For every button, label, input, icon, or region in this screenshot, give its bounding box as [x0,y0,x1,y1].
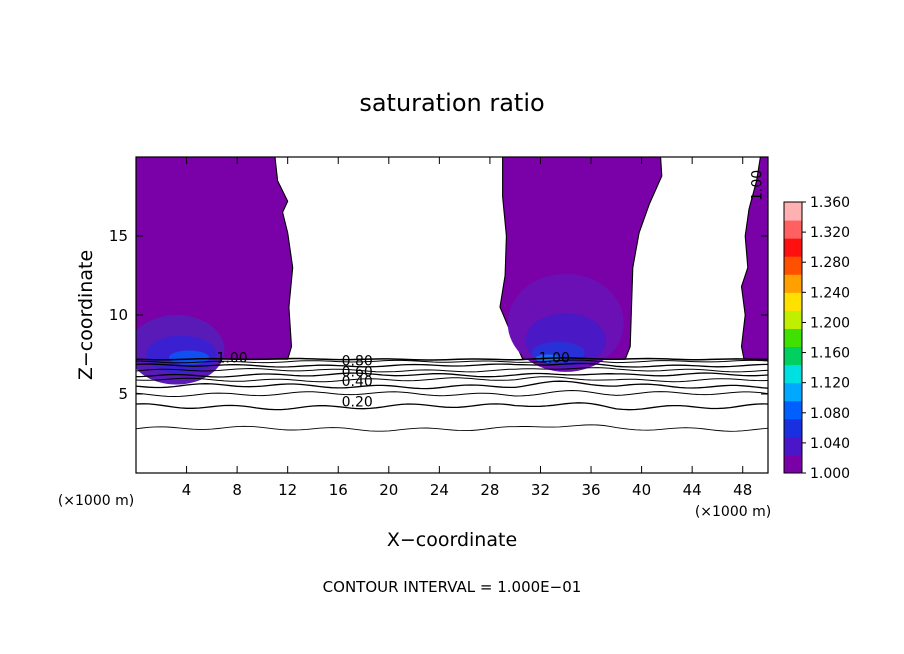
colorbar-segment-6 [784,346,802,366]
colorbar-segment-5 [784,364,802,384]
contour-line-1 [136,402,768,411]
x-unit-right: (×1000 m) [695,504,771,520]
contour-label-6: 0.20 [342,395,373,411]
region-center [499,157,663,372]
contour-label-4: 0.60 [342,365,373,381]
y-tick-label-15: 15 [109,227,128,245]
contour-line-4 [136,376,768,383]
chart-title: saturation ratio [359,89,544,117]
colorbar-tick-label-3: 1.240 [810,285,850,301]
colorbar-tick-label-9: 1.000 [810,466,850,482]
colorbar-segment-7 [784,328,802,348]
colorbar-tick-label-7: 1.080 [810,406,850,422]
colorbar-frame [783,201,803,474]
x-tick-label-8: 8 [232,481,242,499]
x-tick-label-4: 4 [182,481,192,499]
y-axis-label: Z−coordinate [75,250,97,380]
contour-label-1: 1.00 [539,350,570,366]
contour-line-3 [136,380,768,390]
colorbar: 1.360 1.320 1.280 1.240 1.200 1.160 1.120 1.080… [783,195,850,482]
colorbar-segment-8 [784,310,802,329]
y-tick-label-5: 5 [118,385,128,403]
x-tick-label-44: 44 [683,481,702,499]
colorbar-segment-14 [784,202,802,221]
x-tick-label-12: 12 [278,481,297,499]
x-tick-label-16: 16 [329,481,348,499]
region-left [136,157,294,385]
contour-label-0: 1.00 [216,350,247,366]
contour-line-6 [136,367,768,373]
x-unit-left: (×1000 m) [58,493,134,509]
x-tick-label-28: 28 [480,481,499,499]
contour-line-2 [136,389,768,398]
x-axis-label: X−coordinate [387,529,517,551]
contour-label-5: 0.40 [342,374,373,390]
contour-line-5 [136,372,768,378]
colorbar-segment-3 [784,400,802,420]
colorbar-segment-10 [784,274,802,293]
x-tick-label-32: 32 [531,481,550,499]
contour-line-0 [136,424,768,432]
contour-line-7 [136,362,768,368]
colorbar-segment-11 [784,256,802,275]
colorbar-segment-13 [784,220,802,239]
colorbar-segment-4 [784,382,802,402]
colorbar-tick-label-1: 1.320 [810,225,850,241]
colorbar-tick-label-4: 1.200 [810,315,850,331]
contour-label-3: 0.80 [342,354,373,370]
contour-line-9 [136,357,768,361]
colorbar-tick-label-5: 1.160 [810,346,850,362]
region-left-core-2 [168,350,210,365]
colorbar-tick-label-6: 1.120 [810,376,850,392]
colorbar-tick-label-2: 1.280 [810,255,850,271]
contour-line-8 [136,359,768,364]
x-tick-label-24: 24 [430,481,449,499]
colorbar-segment-9 [784,292,802,311]
x-tick-label-48: 48 [733,481,752,499]
y-tick-label-10: 10 [109,306,128,324]
contour-label-2: 1.00 [750,170,766,201]
x-tick-label-40: 40 [632,481,651,499]
colorbar-segment-12 [784,238,802,257]
colorbar-tick-label-8: 1.040 [810,436,850,452]
colorbar-tick-label-0: 1.360 [810,195,850,211]
colorbar-segment-0 [784,454,802,474]
contour-interval-footer: CONTOUR INTERVAL = 1.000E−01 [323,578,582,596]
colorbar-segment-2 [784,418,802,438]
colorbar-segment-1 [784,436,802,456]
x-tick-label-20: 20 [379,481,398,499]
x-tick-label-36: 36 [581,481,600,499]
